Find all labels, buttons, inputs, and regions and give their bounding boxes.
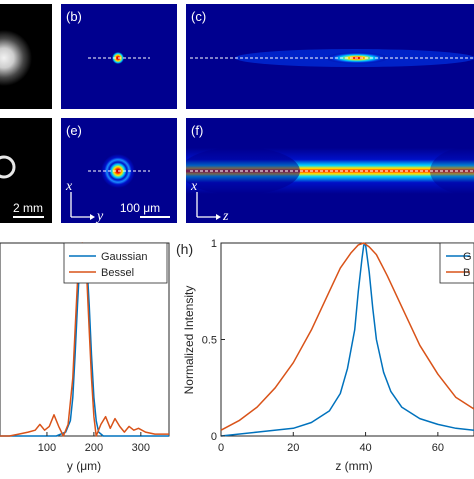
panel-d-cropped: 2 mm <box>0 118 52 223</box>
legend-label-g: G <box>463 251 472 263</box>
legend-h: G B <box>439 242 474 284</box>
x-tick-label: 20 <box>287 442 299 454</box>
series-line-g <box>220 244 474 437</box>
y-tick-label: 0 <box>211 431 217 443</box>
panel-e: (e) x y 100 μm <box>61 118 177 224</box>
x-tick-label: 40 <box>359 442 371 454</box>
x-tick-label: 200 <box>85 442 103 454</box>
panel-label-h: (h) <box>176 241 193 257</box>
panel-label-c: (c) <box>191 9 206 24</box>
legend-label-gaussian: Gaussian <box>101 251 147 263</box>
chart-g: 100 200 300 y (μm) Gaussian Bessel <box>0 242 170 473</box>
bessel-ring <box>0 155 16 179</box>
axes-indicator-f: x z <box>190 179 229 224</box>
legend-label-b: B <box>463 267 470 279</box>
series-line-b <box>220 242 474 431</box>
panel-label-f: (f) <box>191 123 203 138</box>
axis-y-label-e: y <box>95 209 104 224</box>
plot-frame-h <box>220 242 474 437</box>
x-axis-label-g: y (μm) <box>67 459 101 473</box>
x-tick-label: 100 <box>38 442 56 454</box>
panel-label-e: (e) <box>66 123 82 138</box>
panel-c: (c) <box>186 4 474 109</box>
legend-g: Gaussian Bessel <box>63 242 168 284</box>
legend-label-bessel: Bessel <box>101 267 134 279</box>
x-axis-label-h: z (mm) <box>335 459 372 473</box>
axis-z-label-f: z <box>222 209 229 224</box>
x-tick-label: 300 <box>132 442 150 454</box>
axis-x-label-f: x <box>190 179 198 194</box>
panel-a-cropped <box>0 4 52 109</box>
x-tick-label: 0 <box>218 442 224 454</box>
y-axis-label-h: Normalized Intensity <box>182 286 196 395</box>
axes-indicator-e: x y <box>65 179 104 224</box>
panel-f: (f) x z <box>186 118 474 224</box>
y-tick-label: 0.5 <box>202 335 217 347</box>
panel-label-b: (b) <box>66 9 82 24</box>
scale-label-left: 2 mm <box>13 201 43 215</box>
chart-h: (h) 0 20 40 60 0 0.5 1 z (mm) Normalized Inten… <box>176 238 474 473</box>
panel-b: (b) <box>61 4 177 109</box>
axis-x-label-e: x <box>65 179 73 194</box>
y-tick-label: 1 <box>211 238 217 250</box>
scale-label-e: 100 μm <box>120 201 160 215</box>
x-tick-label: 60 <box>432 442 444 454</box>
